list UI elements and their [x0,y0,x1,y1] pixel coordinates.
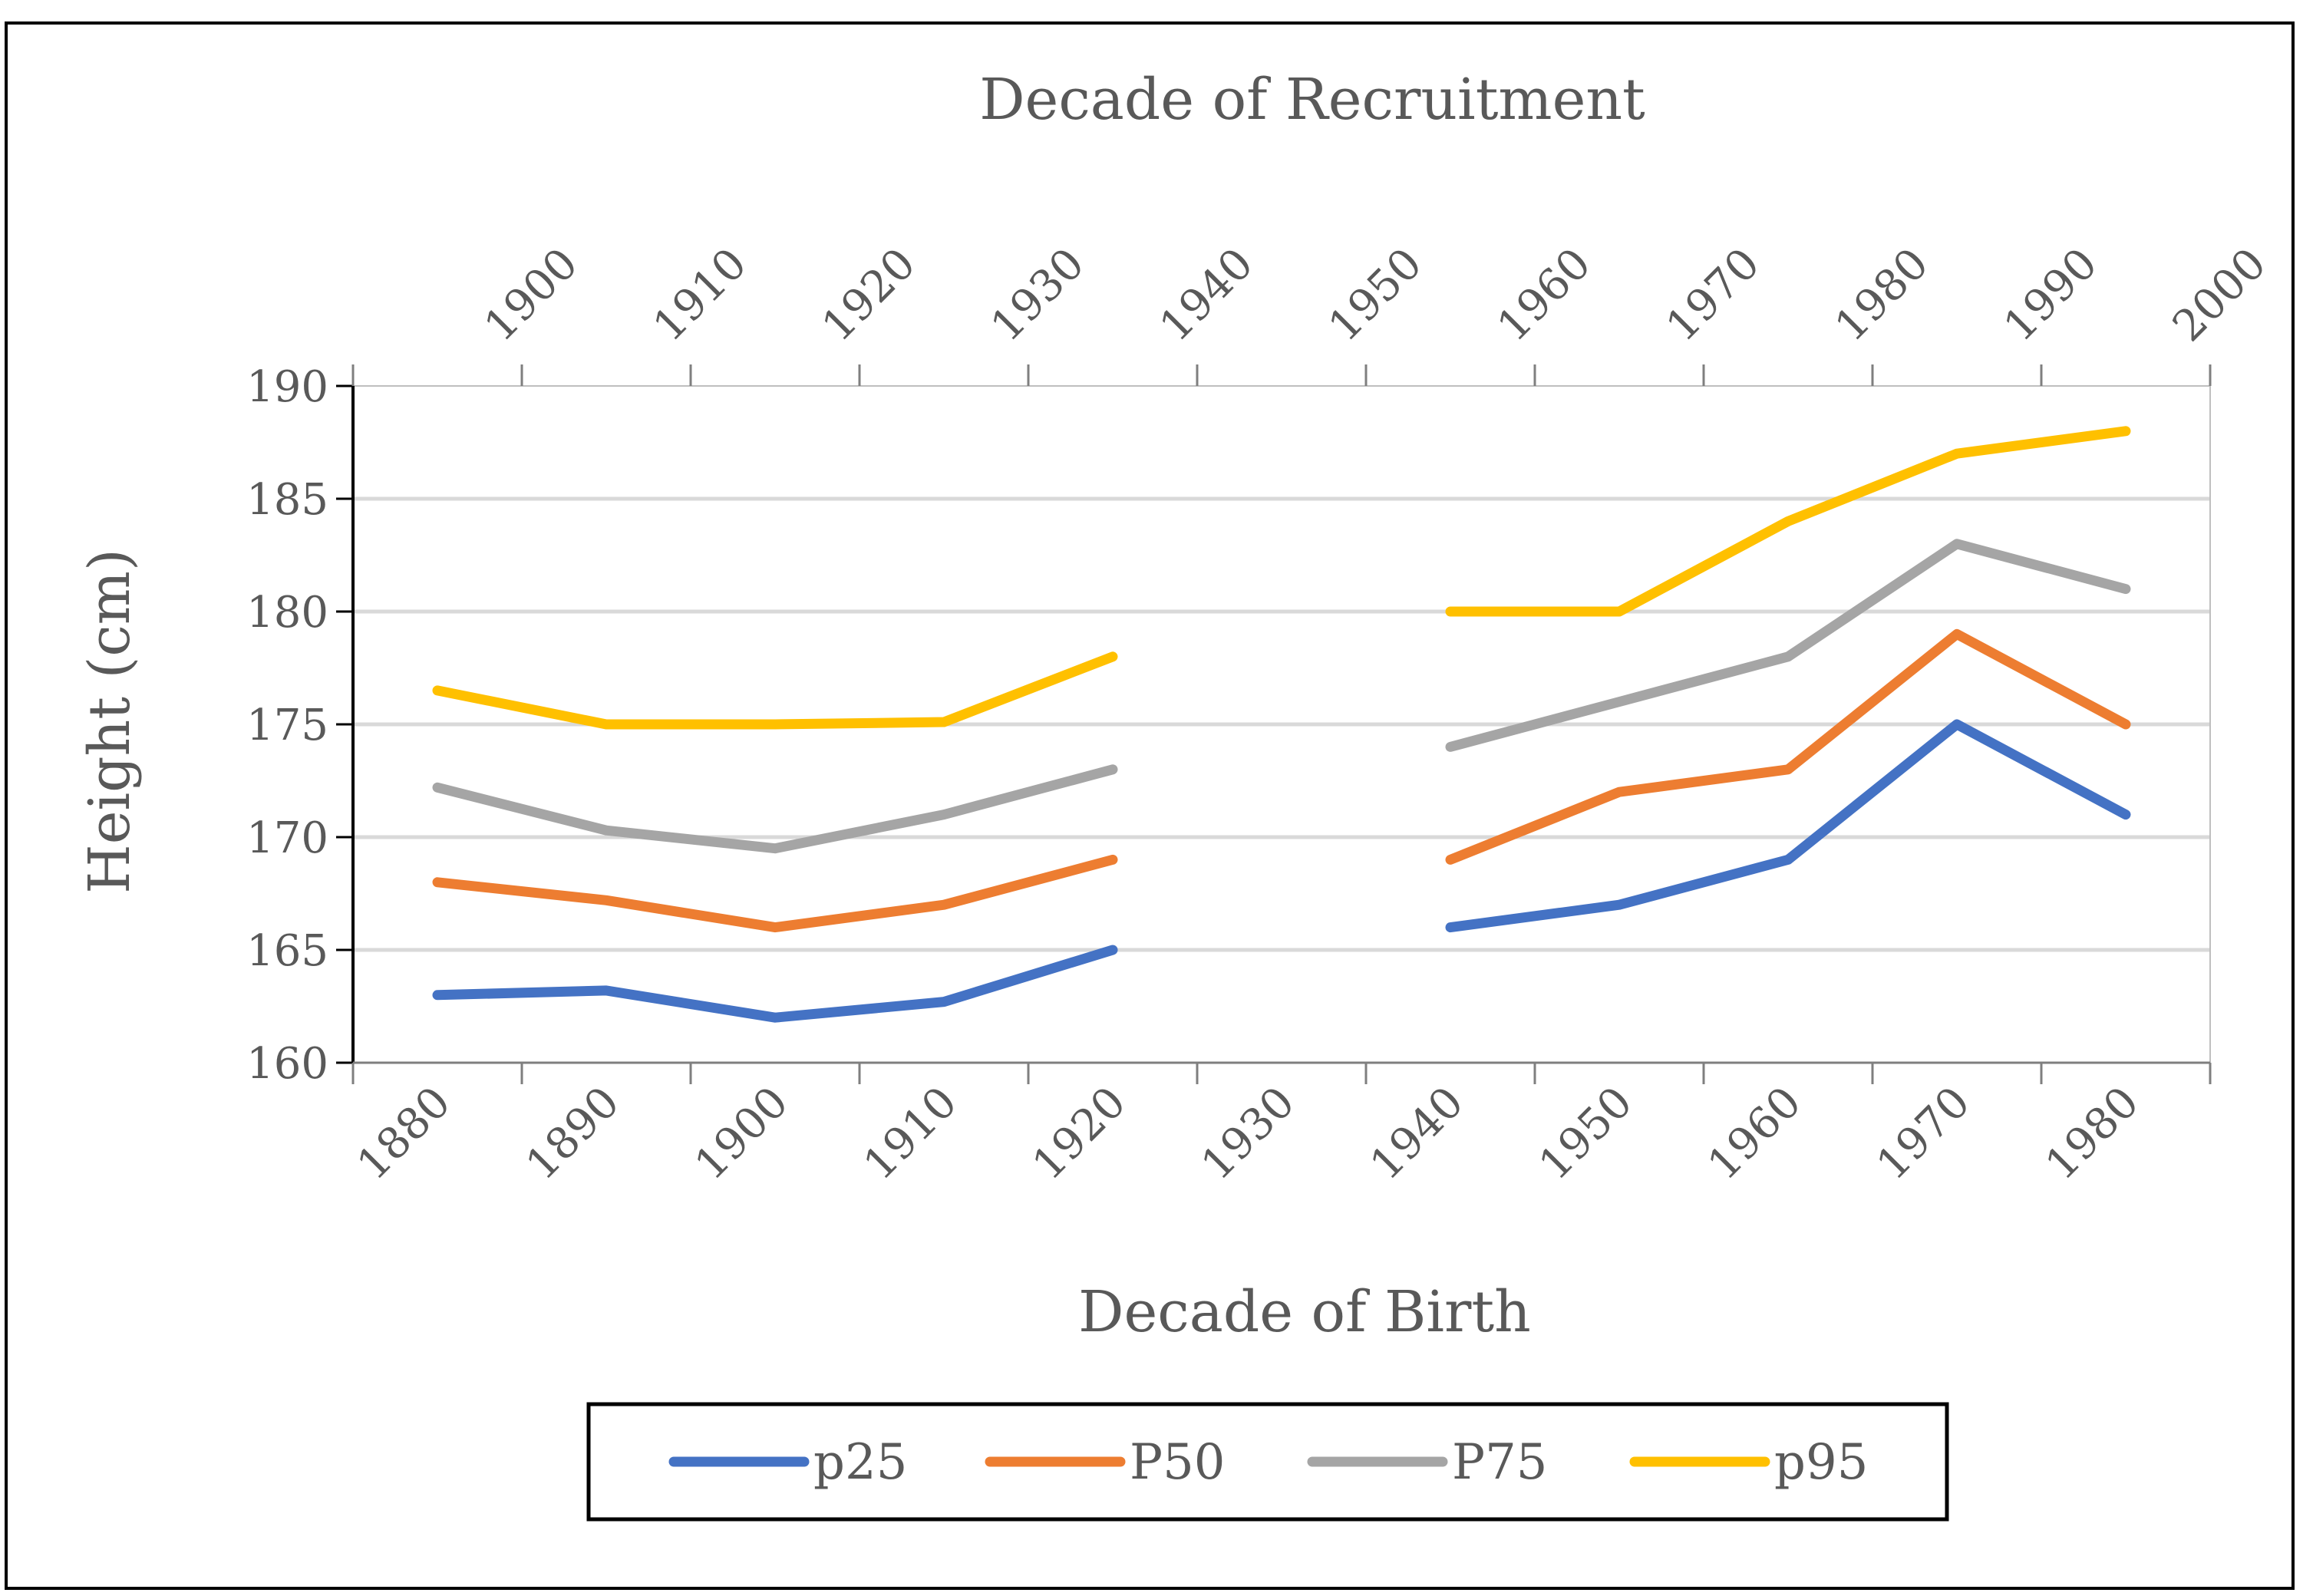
legend-label-p95: p95 [1774,1434,1868,1491]
y-tick-label: 170 [246,813,328,863]
y-tick-labels: 160 165 170 175 180 185 190 [246,362,328,1089]
legend: p25 P50 P75 p95 [586,1402,1949,1522]
series-line-p50 [432,854,1118,933]
series-lines [432,426,2131,1023]
series-line-p75 [432,764,1118,854]
legend-label-p25: p25 [813,1434,907,1491]
y-tick-label: 165 [246,926,328,976]
series-line-p25 [1445,719,2131,933]
series-line-p95 [1445,426,2131,617]
y-tick-label: 175 [246,701,328,750]
legend-label-p75: P75 [1452,1434,1548,1491]
series-line-p95 [432,651,1118,730]
top-axis-title: Decade of Recruitment [979,67,1645,133]
y-tick-label: 180 [246,588,328,638]
y-axis-title: Height (cm) [77,549,143,894]
x-axis-title: Decade of Birth [1078,1279,1531,1345]
outer-border [5,21,2295,1590]
y-tick-label: 190 [246,362,328,412]
legend-label-p50: P50 [1130,1434,1226,1491]
axes [336,364,2212,1084]
y-tick-label: 185 [246,475,328,525]
series-line-p50 [1445,628,2131,865]
y-tick-label: 160 [246,1039,328,1089]
series-line-p25 [432,945,1118,1023]
series-line-p75 [1445,539,2131,752]
